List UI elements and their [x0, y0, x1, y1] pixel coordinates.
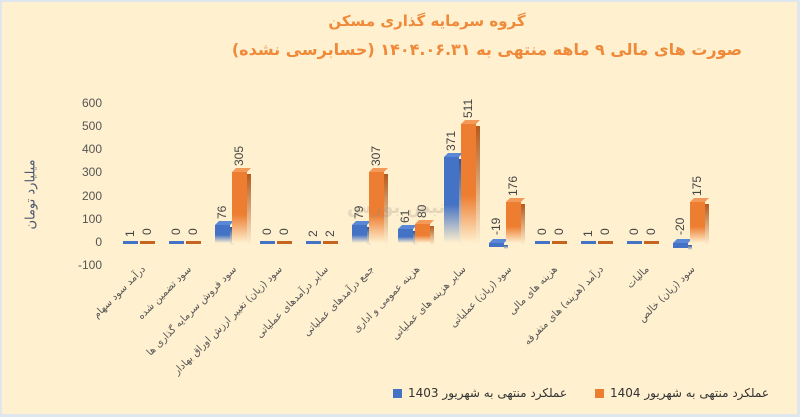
- bar: [231, 168, 251, 245]
- watermark: نبض بورس: [347, 197, 446, 218]
- bar: [140, 241, 155, 244]
- bar: [689, 198, 709, 245]
- data-label: 0: [185, 228, 200, 235]
- y-tick: 400: [81, 142, 102, 157]
- legend: عملکرد منتهی به شهریور 1404 عملکرد منتهی …: [393, 386, 769, 400]
- bar: [672, 239, 692, 250]
- bar: [506, 198, 526, 245]
- y-tick: 200: [81, 188, 102, 203]
- legend-swatch: [595, 388, 605, 398]
- data-label: 2: [323, 229, 338, 237]
- data-label: 76: [214, 206, 229, 220]
- legend-label: عملکرد منتهی به شهریور 1404: [610, 386, 769, 400]
- bar: [460, 120, 480, 245]
- bar: [123, 241, 138, 244]
- bar: [168, 241, 184, 244]
- y-tick: 0: [95, 235, 102, 249]
- data-label: 1: [581, 230, 595, 237]
- data-label: 0: [260, 228, 275, 235]
- chart-title: گروه سرمایه گذاری مسکن: [328, 12, 526, 30]
- data-label: 0: [552, 228, 567, 235]
- data-label: -19: [489, 217, 504, 235]
- bar: [535, 241, 551, 244]
- legend-item[interactable]: عملکرد منتهی به شهریور 1404: [595, 386, 769, 400]
- bar: [397, 224, 417, 245]
- y-tick: 100: [81, 211, 102, 226]
- bar: [352, 220, 371, 245]
- y-tick: -100: [77, 258, 102, 273]
- data-label: 305: [231, 146, 246, 167]
- x-tick-label: درآمد (هزینه) های متفرقه: [522, 264, 606, 348]
- data-label: -20: [672, 217, 687, 235]
- chart-subtitle: صورت های مالی ۹ ماهه منتهی به ۱۴۰۴.۰۶.۳۱…: [231, 40, 743, 59]
- data-label: 511: [460, 99, 475, 119]
- bar: [598, 241, 613, 244]
- data-label: 0: [626, 228, 641, 235]
- legend-item[interactable]: عملکرد منتهی به شهریور 1403: [393, 386, 567, 400]
- bar: [277, 241, 293, 244]
- data-label: 0: [168, 228, 183, 235]
- y-tick: 300: [81, 165, 102, 180]
- y-tick: 600: [81, 95, 102, 110]
- bar: [260, 241, 276, 244]
- bar: [581, 241, 596, 244]
- bar: [626, 241, 642, 244]
- bar: [323, 241, 339, 244]
- y-tick: 500: [81, 119, 102, 133]
- data-label: 1: [123, 230, 137, 237]
- bar: [369, 167, 388, 245]
- legend-swatch: [393, 388, 403, 398]
- data-label: 175: [689, 176, 704, 197]
- bar: [306, 241, 322, 244]
- data-label: 307: [369, 145, 383, 166]
- bar: [185, 241, 201, 244]
- bar: [643, 241, 659, 244]
- data-label: 0: [140, 228, 154, 235]
- data-label: 371: [443, 130, 458, 151]
- bar: [443, 152, 463, 245]
- data-label: 0: [277, 228, 292, 235]
- data-label: 176: [506, 176, 521, 197]
- bar: [489, 239, 509, 250]
- bar: [414, 220, 434, 245]
- data-label: 0: [643, 228, 658, 235]
- data-label: 0: [535, 228, 550, 235]
- data-label: 0: [598, 228, 612, 235]
- bar: [214, 221, 234, 245]
- x-tick-label: مالیات: [624, 264, 652, 291]
- data-label: 2: [306, 229, 321, 237]
- bar: [552, 241, 568, 244]
- legend-label: عملکرد منتهی به شهریور 1403: [408, 386, 568, 400]
- y-axis-label: میلیارد تومان: [23, 159, 39, 230]
- x-tick-label: سود فروش سرمایه گذاری ها: [145, 264, 240, 359]
